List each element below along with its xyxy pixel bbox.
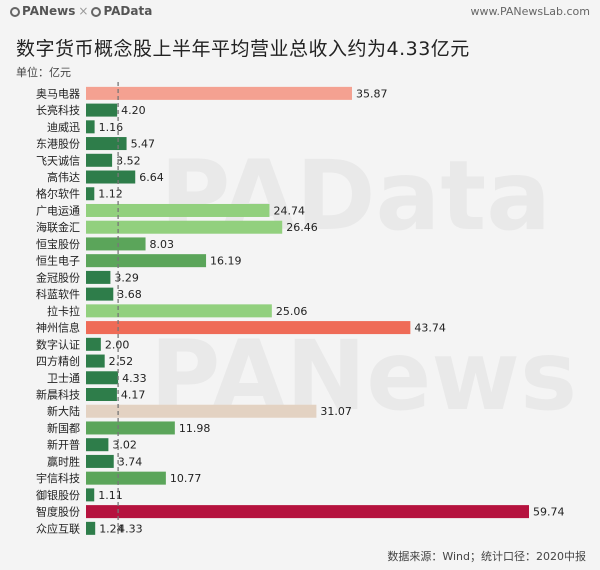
bar <box>86 120 95 134</box>
bar <box>86 388 117 402</box>
category-label: 恒宝股份 <box>36 237 80 251</box>
value-label: 4.20 <box>121 104 146 117</box>
category-label: 格尔软件 <box>36 187 80 201</box>
category-label: 赢时胜 <box>47 454 80 468</box>
value-label: 2.00 <box>105 338 130 351</box>
bar <box>86 454 114 468</box>
value-label: 3.29 <box>114 271 138 284</box>
bar <box>86 153 113 167</box>
value-label: 3.02 <box>112 439 137 452</box>
category-label: 智度股份 <box>36 505 80 519</box>
bar <box>86 505 529 519</box>
bar <box>86 254 207 268</box>
value-label: 59.74 <box>533 506 565 519</box>
value-label: 25.06 <box>276 305 308 318</box>
value-label: 10.77 <box>170 472 202 485</box>
category-label: 高伟达 <box>47 170 80 184</box>
brand-logo: PANews × PAData <box>10 4 152 18</box>
value-label: 6.64 <box>139 171 164 184</box>
bar-chart: 奥马电器 35.87 长亮科技 4.20 迪威迅 1.16 东港股份 5.47 飞天诚信 3.52… <box>36 82 565 537</box>
value-label: 3.74 <box>118 455 143 468</box>
bar <box>86 287 114 301</box>
bar <box>86 170 136 184</box>
bar <box>86 354 105 368</box>
value-label: 1.11 <box>98 489 123 502</box>
padata-logo-icon <box>91 7 102 17</box>
category-label: 四方精创 <box>36 354 80 368</box>
bar <box>86 237 146 251</box>
bar <box>86 321 411 335</box>
category-label: 广电运通 <box>36 204 80 217</box>
category-label: 宇信科技 <box>36 471 80 485</box>
category-label: 恒生电子 <box>36 254 80 268</box>
value-label: 1.12 <box>98 188 123 201</box>
value-label: 16.19 <box>210 255 242 268</box>
category-label: 新大陆 <box>47 404 80 418</box>
unit-label: 单位：亿元 <box>16 66 71 79</box>
value-label: 26.46 <box>286 221 318 234</box>
brand-right: PAData <box>103 4 153 18</box>
average-label: 4.33 <box>118 522 143 535</box>
bar <box>86 371 119 385</box>
bar <box>86 86 352 100</box>
value-label: 8.03 <box>150 238 175 251</box>
value-label: 1.16 <box>99 121 124 134</box>
category-label: 迪威迅 <box>47 121 80 134</box>
value-label: 2.52 <box>109 355 134 368</box>
value-label: 35.87 <box>356 87 388 100</box>
bar <box>86 203 270 217</box>
top-bar: PANews × PAData www.PANewsLab.com <box>0 0 600 22</box>
bar <box>86 337 101 351</box>
panews-logo-icon <box>10 7 20 17</box>
bar <box>86 438 109 452</box>
bar <box>86 103 118 117</box>
value-label: 31.07 <box>320 405 352 418</box>
category-label: 飞天诚信 <box>36 154 80 167</box>
chart-title: 数字货币概念股上半年平均营业总收入约为4.33亿元 <box>16 38 470 60</box>
bar <box>86 471 166 485</box>
category-label: 海联金汇 <box>36 220 80 234</box>
category-label: 卫士通 <box>47 372 80 385</box>
brand-separator: × <box>78 4 89 18</box>
bar <box>86 521 96 535</box>
bar <box>86 404 317 418</box>
value-label: 5.47 <box>131 138 156 151</box>
value-label: 43.74 <box>414 322 446 335</box>
source-note: 数据来源：Wind；统计口径：2020中报 <box>387 550 586 563</box>
category-label: 长亮科技 <box>36 103 80 117</box>
category-label: 御银股份 <box>36 488 80 502</box>
category-label: 东港股份 <box>36 138 80 151</box>
bar <box>86 270 111 284</box>
category-label: 科蓝软件 <box>36 287 80 301</box>
bar <box>86 137 127 151</box>
bar <box>86 421 175 435</box>
value-label: 3.52 <box>116 154 141 167</box>
category-label: 数字认证 <box>36 337 80 351</box>
bar <box>86 187 95 201</box>
category-label: 新开普 <box>47 438 80 452</box>
value-label: 3.68 <box>117 288 141 301</box>
brand-left: PANews <box>22 4 76 18</box>
category-label: 奥马电器 <box>36 86 80 100</box>
category-label: 新国都 <box>47 421 80 435</box>
category-label: 新晨科技 <box>36 388 80 402</box>
category-label: 拉卡拉 <box>47 304 80 318</box>
bar <box>86 304 272 318</box>
value-label: 4.17 <box>121 389 146 402</box>
category-label: 众应互联 <box>36 521 80 535</box>
value-label: 4.33 <box>122 372 147 385</box>
bar <box>86 488 95 502</box>
bar <box>86 220 283 234</box>
category-label: 神州信息 <box>36 321 80 335</box>
value-label: 11.98 <box>179 422 211 435</box>
site-url: www.PANewsLab.com <box>470 5 591 18</box>
category-label: 金冠股份 <box>36 270 80 284</box>
value-label: 24.74 <box>273 204 305 217</box>
